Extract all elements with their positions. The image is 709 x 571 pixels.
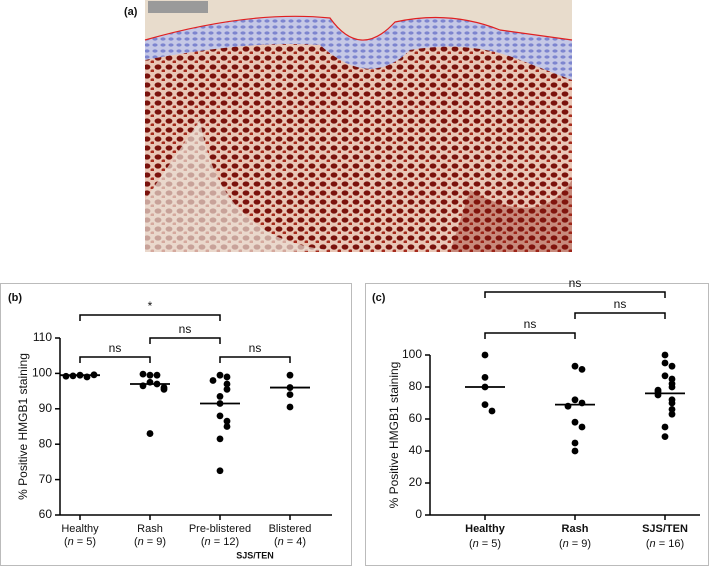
y-tick-label: 60 bbox=[409, 411, 423, 425]
significance-bracket bbox=[574, 312, 666, 319]
significance-label: * bbox=[148, 299, 153, 313]
significance-bracket bbox=[79, 356, 151, 363]
x-tick-label: Rash bbox=[137, 523, 163, 535]
y-tick-label: 40 bbox=[409, 443, 423, 457]
data-point bbox=[571, 396, 579, 404]
x-tick-label: Pre-blistered bbox=[189, 523, 251, 535]
micrograph bbox=[144, 0, 573, 252]
n-label: (n = 12) bbox=[201, 536, 239, 548]
data-point bbox=[661, 433, 669, 440]
data-point bbox=[578, 423, 586, 431]
data-point bbox=[571, 418, 579, 426]
data-point bbox=[286, 371, 294, 379]
data-point bbox=[286, 403, 294, 411]
x-tick-label: Healthy bbox=[61, 523, 99, 535]
data-point bbox=[481, 374, 489, 381]
data-point bbox=[571, 439, 579, 447]
data-point bbox=[223, 373, 231, 381]
panel-label: (a) bbox=[124, 6, 138, 18]
data-point bbox=[160, 385, 168, 393]
data-point bbox=[216, 412, 224, 420]
significance-label: ns bbox=[614, 297, 627, 311]
y-tick-label: 80 bbox=[409, 379, 423, 393]
significance-bracket bbox=[219, 356, 291, 363]
n-label: (n = 9) bbox=[559, 538, 591, 550]
significance-bracket bbox=[484, 332, 576, 339]
significance-label: ns bbox=[109, 341, 122, 355]
y-tick-label: 0 bbox=[415, 507, 422, 521]
x-tick-label: Healthy bbox=[465, 523, 506, 535]
y-tick-label: 80 bbox=[39, 436, 53, 450]
n-label: (n = 16) bbox=[646, 538, 684, 550]
data-point bbox=[223, 385, 231, 393]
data-point bbox=[488, 407, 496, 415]
n-label: (n = 5) bbox=[469, 538, 501, 550]
data-point bbox=[661, 372, 669, 380]
data-point bbox=[223, 380, 231, 388]
y-axis-label: % Positive HMGB1 staining bbox=[16, 353, 30, 500]
x-tick-label: SJS/TEN bbox=[642, 523, 688, 535]
data-point bbox=[216, 393, 224, 400]
data-point bbox=[571, 447, 579, 455]
data-point bbox=[668, 375, 676, 383]
y-tick-label: 90 bbox=[39, 401, 53, 415]
group-label: SJS/TEN bbox=[236, 550, 274, 560]
data-point bbox=[668, 399, 676, 407]
n-label: (n = 4) bbox=[274, 536, 306, 548]
x-tick-label: Blistered bbox=[269, 523, 312, 535]
data-point bbox=[571, 362, 579, 370]
data-point bbox=[146, 371, 154, 379]
data-point bbox=[286, 391, 294, 399]
y-tick-label: 20 bbox=[409, 475, 423, 489]
significance-label: ns bbox=[249, 341, 262, 355]
data-point bbox=[153, 371, 161, 379]
data-point bbox=[661, 359, 669, 367]
significance-bracket bbox=[79, 314, 221, 321]
n-label: (n = 9) bbox=[134, 536, 166, 548]
data-point bbox=[661, 423, 669, 431]
y-tick-label: 70 bbox=[39, 472, 53, 486]
data-point bbox=[146, 430, 154, 437]
data-point bbox=[216, 435, 224, 443]
y-tick-label: 110 bbox=[33, 330, 52, 344]
data-point bbox=[668, 362, 676, 370]
data-point bbox=[668, 410, 676, 418]
panel-label: (c) bbox=[372, 292, 386, 304]
significance-label: ns bbox=[524, 317, 537, 331]
y-axis-label: % Positive HMGB1 staining bbox=[387, 362, 401, 509]
data-point bbox=[209, 377, 217, 384]
data-point bbox=[216, 467, 224, 475]
data-point bbox=[668, 406, 676, 413]
y-tick-label: 60 bbox=[39, 507, 53, 521]
data-point bbox=[481, 401, 489, 408]
significance-bracket bbox=[484, 291, 666, 298]
significance-label: ns bbox=[569, 276, 582, 290]
data-point bbox=[62, 372, 70, 380]
data-point bbox=[661, 351, 669, 359]
n-label: (n = 5) bbox=[64, 536, 96, 548]
y-tick-label: 100 bbox=[402, 347, 422, 361]
data-point bbox=[578, 366, 586, 373]
data-point bbox=[139, 370, 147, 378]
x-tick-label: Rash bbox=[562, 523, 589, 535]
significance-label: ns bbox=[179, 322, 192, 336]
data-point bbox=[216, 371, 224, 379]
panel-label: (b) bbox=[8, 292, 22, 304]
data-point bbox=[223, 423, 231, 430]
data-point bbox=[481, 351, 489, 359]
significance-bracket bbox=[149, 337, 221, 344]
y-tick-label: 100 bbox=[32, 366, 52, 380]
data-point bbox=[223, 417, 231, 425]
data-point bbox=[668, 383, 676, 391]
